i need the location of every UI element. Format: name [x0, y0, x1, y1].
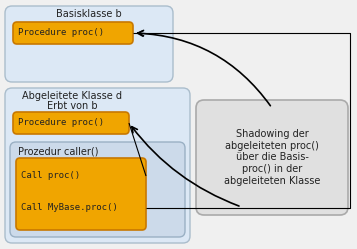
Text: Procedure proc(): Procedure proc() — [18, 118, 104, 126]
FancyBboxPatch shape — [196, 100, 348, 215]
FancyBboxPatch shape — [5, 6, 173, 82]
FancyBboxPatch shape — [10, 142, 185, 237]
Text: Prozedur caller(): Prozedur caller() — [18, 146, 99, 156]
Text: Shadowing der
abgeleiteten proc()
über die Basis-
proc() in der
abgeleiteten Kla: Shadowing der abgeleiteten proc() über d… — [224, 129, 320, 186]
Text: Call MyBase.proc(): Call MyBase.proc() — [21, 203, 118, 212]
Text: Erbt von b: Erbt von b — [47, 101, 98, 111]
Text: Abgeleitete Klasse d: Abgeleitete Klasse d — [22, 91, 122, 101]
FancyBboxPatch shape — [13, 22, 133, 44]
FancyBboxPatch shape — [16, 158, 146, 230]
Text: Basisklasse b: Basisklasse b — [56, 9, 122, 19]
Text: Call proc(): Call proc() — [21, 172, 80, 181]
FancyBboxPatch shape — [13, 112, 129, 134]
Text: Procedure proc(): Procedure proc() — [18, 27, 104, 37]
FancyBboxPatch shape — [5, 88, 190, 243]
